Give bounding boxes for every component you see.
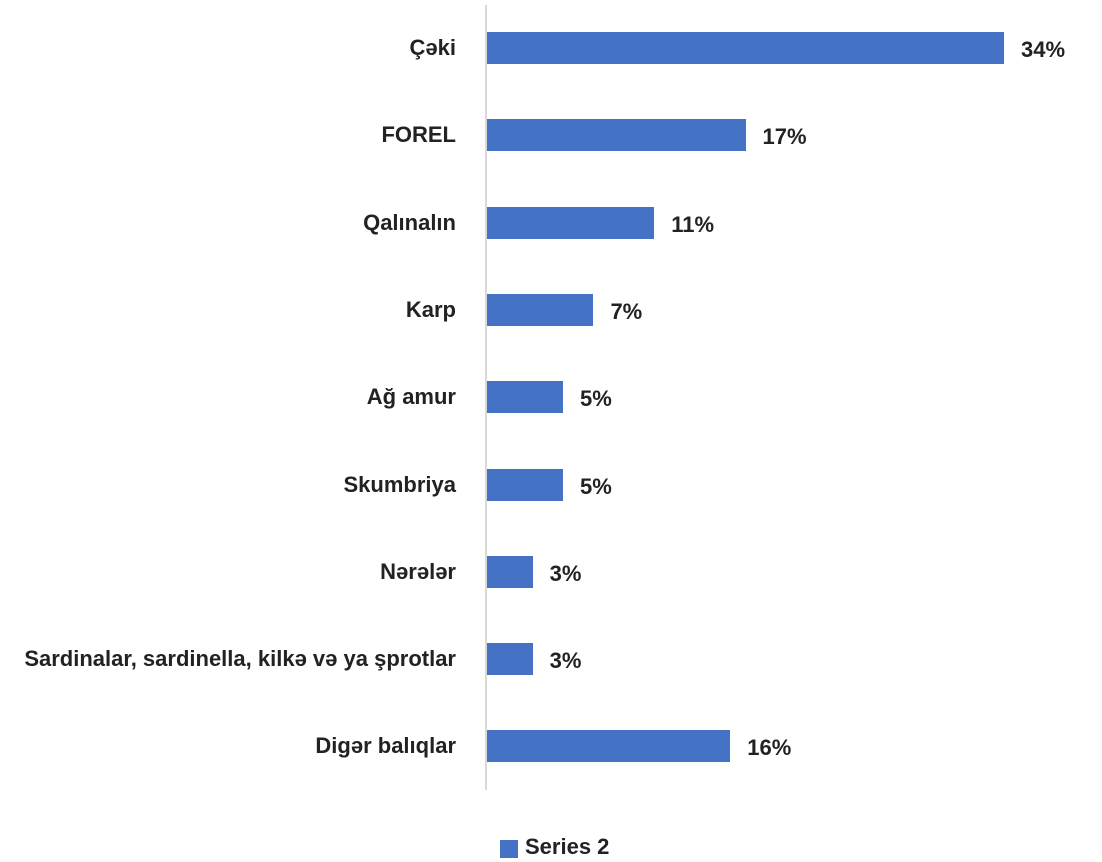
category-label: Karp: [405, 296, 456, 322]
category-label: Qalınalın: [363, 209, 456, 235]
category-label: Ağ amur: [366, 384, 456, 410]
category-label: Sardinalar, sardinella, kilkə və ya şpro…: [24, 646, 456, 672]
bar: [487, 643, 533, 676]
legend-label: Series 2: [525, 834, 610, 859]
category-label: Digər balıqlar: [315, 733, 456, 759]
data-label: 3%: [549, 648, 582, 674]
data-label: 34%: [1021, 37, 1066, 62]
data-label: 3%: [549, 560, 582, 586]
bar: [487, 555, 533, 588]
bar: [487, 32, 1004, 64]
bar: [487, 206, 655, 239]
bar: [487, 381, 564, 414]
data-label: 16%: [747, 735, 792, 761]
bar: [487, 293, 594, 326]
category-label: Skumbriya: [343, 471, 457, 497]
category-label: FOREL: [381, 122, 456, 148]
data-label: 5%: [580, 473, 612, 499]
data-label: 7%: [610, 298, 643, 324]
category-label: Çəki: [409, 35, 456, 60]
bar: [487, 119, 746, 152]
data-label: 11%: [671, 211, 715, 237]
data-label: 17%: [762, 124, 807, 150]
category-label: Nərələr: [380, 558, 456, 584]
axis-line: [485, 5, 487, 790]
data-label: 5%: [580, 386, 612, 412]
bar: [487, 468, 564, 501]
bar: [487, 730, 731, 763]
legend-swatch: [500, 840, 518, 858]
